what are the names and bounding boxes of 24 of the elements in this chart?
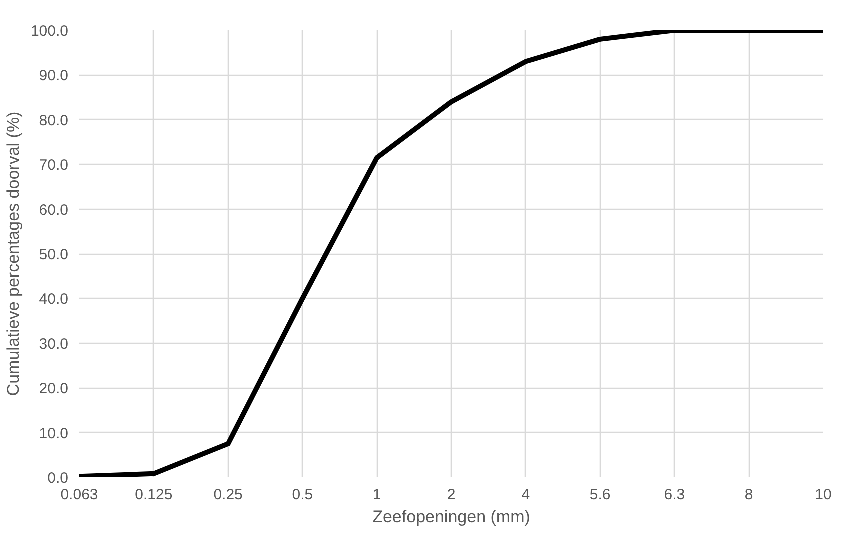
x-tick-label: 0.063 xyxy=(60,486,98,504)
x-tick-label: 10 xyxy=(815,486,832,504)
y-axis-title: Cumulatieve percentages doorval (%) xyxy=(4,112,23,396)
y-tick-label: 70.0 xyxy=(39,157,69,174)
y-tick-label: 0.0 xyxy=(48,470,69,487)
y-tick-label: 10.0 xyxy=(39,425,69,442)
x-tick-label: 6.3 xyxy=(664,486,686,504)
y-tick-label: 60.0 xyxy=(39,202,69,219)
x-tick-label: 0.25 xyxy=(214,486,243,504)
x-tick-label: 2 xyxy=(447,486,456,504)
x-tick-label: 4 xyxy=(522,486,530,504)
y-tick-label: 40.0 xyxy=(39,291,69,308)
y-tick-label: 30.0 xyxy=(39,336,69,353)
x-tick-label: 0.125 xyxy=(135,486,173,504)
x-tick-label: 8 xyxy=(744,486,754,504)
x-tick-label: 5.6 xyxy=(590,486,611,504)
y-tick-label: 90.0 xyxy=(39,68,69,85)
x-axis-title: Zeefopeningen (mm) xyxy=(372,508,530,526)
y-tick-label: 20.0 xyxy=(39,380,69,398)
y-tick-label: 50.0 xyxy=(39,246,69,264)
x-tick-label: 0.5 xyxy=(292,486,314,504)
y-tick-label: 80.0 xyxy=(39,112,69,130)
x-tick-label: 1 xyxy=(372,486,382,504)
y-tick-label: 100.0 xyxy=(30,23,69,40)
